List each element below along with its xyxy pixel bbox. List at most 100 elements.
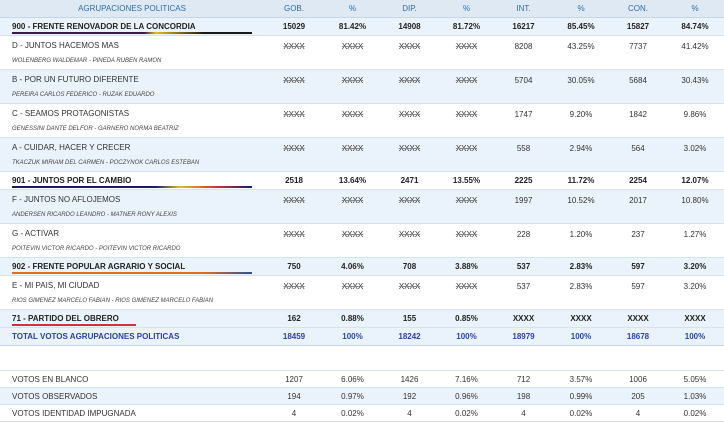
party-color-line	[12, 186, 252, 188]
list-row-b: B - POR UN FUTURO DIFERENTE PEREIRA CARLO…	[0, 70, 724, 104]
cell: XXXX	[455, 110, 478, 119]
list-row-e: E - MI PAIS, MI CIUDAD RIOS GIMENEZ MARCE…	[0, 276, 724, 310]
cell: XXXX	[398, 230, 421, 239]
header-pct: %	[691, 4, 699, 13]
cell: 1207	[285, 374, 303, 384]
cell: 1747	[514, 110, 533, 119]
cell: 10.52%	[567, 196, 595, 205]
candidates: ANDERSEN RICARDO LEANDRO - MATNER RONY A…	[12, 212, 177, 218]
cell: 198	[516, 391, 531, 401]
table-header: AGRUPACIONES POLITICAS GOB. % DIP. % INT…	[0, 0, 724, 18]
cell: XXXX	[341, 196, 364, 205]
cell: 0.02%	[455, 408, 478, 418]
cell: 597	[631, 262, 645, 271]
cell: 10.80%	[681, 196, 709, 205]
cell: 558	[516, 144, 531, 153]
cell: 564	[631, 144, 645, 153]
cell: 15029	[282, 22, 306, 31]
cell: 15827	[626, 22, 650, 31]
cell: XXXX	[341, 42, 364, 51]
cell: 5.05%	[683, 374, 707, 384]
cell: 100%	[684, 332, 706, 341]
list-name: A - CUIDAR, HACER Y CRECER	[12, 143, 131, 152]
header-gob: GOB.	[283, 4, 304, 13]
blank-votes-row: VOTOS EN BLANCO 1207 6.06% 1426 7.16% 71…	[0, 371, 724, 388]
candidates: PEREIRA CARLOS FEDERICO - RUZAK EDUARDO	[12, 92, 155, 98]
cell: 0.02%	[683, 408, 707, 418]
list-name: B - POR UN FUTURO DIFERENTE	[12, 75, 139, 84]
cell: 4	[635, 408, 641, 418]
cell: XXXX	[283, 42, 305, 51]
cell: 2518	[285, 176, 303, 185]
cell: 100%	[570, 332, 592, 341]
list-name: G - ACTIVAR	[12, 229, 59, 238]
list-row-d: D - JUNTOS HACEMOS MAS WOLENBERG WALDEMAR…	[0, 36, 724, 70]
cell: 13.55%	[452, 176, 481, 185]
total-label: TOTAL VOTOS AGRUPACIONES POLITICAS	[12, 332, 180, 341]
list-name: F - JUNTOS NO AFLOJEMOS	[12, 195, 121, 204]
cell: 1.27%	[683, 230, 707, 239]
cell: XXXX	[398, 110, 421, 119]
cell: 9.86%	[683, 110, 707, 119]
cell: 708	[402, 262, 417, 271]
cell: 0.99%	[569, 391, 593, 401]
cell: XXXX	[627, 314, 649, 323]
cell: 237	[631, 230, 645, 239]
cell: 81.72%	[452, 22, 481, 31]
party-color-line	[12, 324, 136, 326]
row-label: VOTOS OBSERVADOS	[12, 391, 98, 401]
challenged-votes-row: VOTOS IDENTIDAD IMPUGNADA 4 0.02% 4 0.02…	[0, 405, 724, 422]
cell: 12.07%	[681, 176, 709, 185]
cell: 18678	[626, 332, 650, 341]
list-name: C - SEAMOS PROTAGONISTAS	[12, 109, 130, 118]
party-name: 902 - FRENTE POPULAR AGRARIO Y SOCIAL	[12, 262, 186, 271]
cell: XXXX	[283, 196, 305, 205]
party-row-902: 902 - FRENTE POPULAR AGRARIO Y SOCIAL 75…	[0, 258, 724, 276]
cell: XXXX	[341, 144, 364, 153]
cell: 2254	[629, 176, 647, 185]
party-name: 900 - FRENTE RENOVADOR DE LA CONCORDIA	[12, 22, 196, 31]
cell: 2.83%	[569, 282, 593, 291]
cell: 9.20%	[569, 110, 593, 119]
party-name: 71 - PARTIDO DEL OBRERO	[12, 314, 119, 323]
cell: XXXX	[341, 76, 364, 85]
cell: 0.96%	[455, 391, 478, 401]
candidates: RIOS GIMENEZ MARCELO FABIAN - RIOS GIMEN…	[12, 298, 214, 304]
cell: 2225	[514, 176, 533, 185]
header-dip: DIP.	[402, 4, 417, 13]
cell: 5704	[514, 76, 533, 85]
cell: 41.42%	[681, 42, 709, 51]
cell: 6.06%	[341, 374, 364, 384]
list-name: E - MI PAIS, MI CIUDAD	[12, 281, 100, 290]
cell: 43.25%	[567, 42, 595, 51]
list-row-c: C - SEAMOS PROTAGONISTAS GENESSINI DANTE …	[0, 104, 724, 138]
cell: 162	[287, 314, 301, 323]
cell: 205	[631, 391, 645, 401]
cell: 11.72%	[567, 176, 595, 185]
cell: 155	[402, 314, 417, 323]
cell: XXXX	[398, 196, 421, 205]
cell: 81.42%	[338, 22, 367, 31]
cell: 2471	[400, 176, 419, 185]
cell: XXXX	[455, 144, 478, 153]
cell: 192	[402, 391, 417, 401]
cell: 100%	[342, 332, 363, 341]
party-color-line	[12, 32, 252, 34]
cell: XXXX	[455, 196, 478, 205]
cell: 4	[521, 408, 526, 418]
cell: 18459	[282, 332, 306, 341]
cell: 194	[287, 391, 301, 401]
cell: 3.20%	[683, 262, 707, 271]
candidates: GENESSINI DANTE DELFOR - GARNERO NORMA B…	[12, 126, 179, 132]
cell: XXXX	[283, 110, 305, 119]
cell: 4	[291, 408, 297, 418]
cell: 1997	[514, 196, 533, 205]
cell: XXXX	[398, 144, 421, 153]
cell: 1.03%	[683, 391, 707, 401]
cell: XXXX	[455, 230, 478, 239]
cell: 750	[287, 262, 301, 271]
cell: 537	[516, 262, 531, 271]
spacer	[0, 346, 724, 371]
cell: XXXX	[398, 76, 421, 85]
